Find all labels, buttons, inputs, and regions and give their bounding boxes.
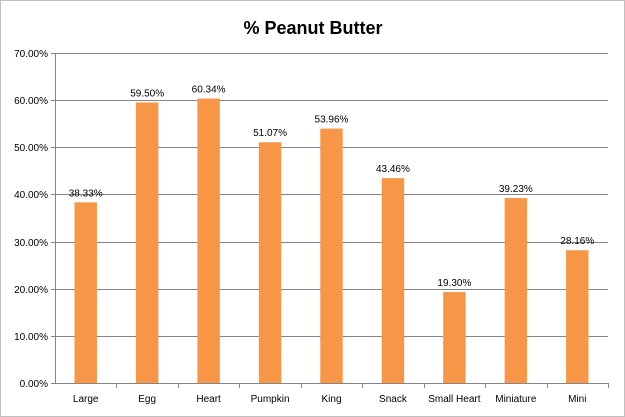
- bar-large: [74, 202, 97, 383]
- data-label: 60.34%: [192, 85, 226, 96]
- x-tick-label: King: [321, 394, 341, 405]
- bars: [74, 98, 589, 383]
- y-tick-label: 70.00%: [14, 49, 48, 60]
- data-label: 43.46%: [376, 164, 410, 175]
- y-tick-label: 40.00%: [14, 190, 48, 201]
- bar-king: [320, 128, 343, 383]
- bar-snack: [381, 178, 405, 383]
- x-tick-label: Snack: [379, 394, 408, 405]
- data-label: 38.33%: [69, 188, 103, 199]
- y-tick-label: 20.00%: [14, 285, 48, 296]
- data-label: 28.16%: [560, 236, 594, 247]
- data-label: 51.07%: [253, 128, 287, 139]
- x-tick-label: Mini: [568, 394, 586, 405]
- x-tick-label: Egg: [138, 394, 156, 405]
- y-tick-label: 50.00%: [14, 143, 48, 154]
- x-tick-label: Small Heart: [428, 394, 480, 405]
- bar-small-heart: [443, 292, 466, 383]
- y-tick-labels: 0.00% 10.00% 20.00% 30.00% 40.00% 50.00% 60.00…: [14, 49, 48, 390]
- data-label: 53.96%: [315, 115, 349, 126]
- y-tick-label: 0.00%: [20, 379, 48, 390]
- bar-heart: [197, 98, 220, 383]
- x-tick-label: Pumpkin: [251, 394, 290, 405]
- data-label: 19.30%: [437, 278, 471, 289]
- x-tick-labels: Large Egg Heart Pumpkin King Snack Small Heart…: [73, 394, 587, 405]
- x-tick-label: Heart: [196, 394, 221, 405]
- data-label: 59.50%: [130, 89, 164, 100]
- x-tick-label: Miniature: [495, 394, 537, 405]
- bar-mini: [566, 250, 589, 383]
- data-labels: 38.33% 59.50% 60.34% 51.07% 53.96% 43.46% 19.3…: [69, 85, 595, 289]
- y-tick-label: 60.00%: [14, 96, 48, 107]
- bar-egg: [135, 102, 159, 383]
- x-tick-label: Large: [73, 394, 99, 405]
- chart-title: % Peanut Butter: [243, 18, 382, 38]
- y-tick-label: 10.00%: [14, 332, 48, 343]
- y-tick-label: 30.00%: [14, 238, 48, 249]
- bar-pumpkin: [258, 142, 282, 383]
- data-label: 39.23%: [499, 184, 533, 195]
- bar-miniature: [504, 198, 528, 383]
- axes: [51, 53, 609, 388]
